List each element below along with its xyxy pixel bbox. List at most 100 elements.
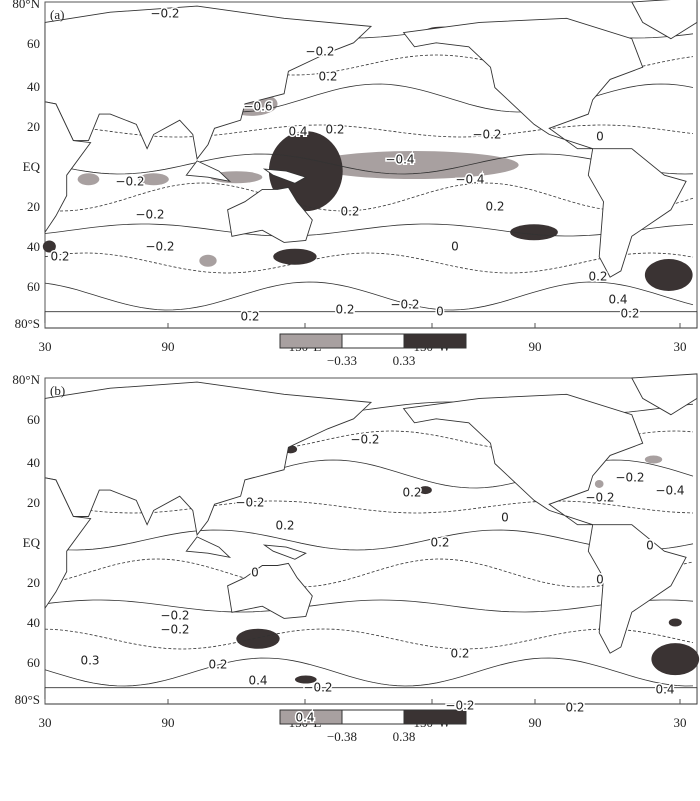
panel-label: (b) (50, 383, 65, 398)
latitude-label: 80°S (15, 692, 40, 707)
contour-label: 0.2 (275, 519, 294, 533)
longitude-label: 30 (39, 715, 52, 730)
continent (44, 477, 92, 610)
contour-label: 0.2 (318, 70, 337, 84)
contour-label: −0.6 (243, 100, 272, 114)
longitude-label: 30 (674, 339, 687, 354)
continent (227, 186, 313, 243)
contour-label: −0.2 (160, 623, 189, 637)
latitude-label: 60 (27, 279, 40, 294)
longitude-label: 90 (162, 339, 175, 354)
contour-label: −0.2 (150, 7, 179, 21)
contour-label: −0.2 (350, 433, 379, 447)
colorbar-label: −0.38 (327, 729, 357, 744)
contour-line (44, 628, 694, 650)
continent (631, 373, 698, 416)
contour-line (44, 529, 694, 551)
contour-label: 0.2 (340, 205, 359, 219)
contour-label: 0.2 (430, 536, 449, 550)
contour-line (44, 153, 694, 175)
contour-line (44, 599, 694, 613)
positive-region (294, 675, 317, 684)
colorbar-positive (403, 709, 467, 725)
contour-line (44, 124, 694, 138)
contour-label: 0 (436, 305, 444, 319)
positive-region (644, 259, 693, 292)
contour-line (44, 182, 694, 212)
negative-region (199, 254, 217, 267)
negative-region (310, 151, 519, 179)
contour-label: 0.2 (325, 123, 344, 137)
negative-region (77, 173, 100, 186)
contour-label: 0.3 (80, 654, 99, 668)
contour-label: 0.4 (608, 293, 627, 307)
positive-region (236, 628, 280, 649)
contour-line (44, 657, 694, 687)
longitude-label: 90 (162, 715, 175, 730)
longitude-label: 90 (529, 339, 542, 354)
contour-label: −0.2 (615, 471, 644, 485)
contour-label: 0.2 (485, 200, 504, 214)
positive-region (510, 224, 558, 241)
latitude-label: 20 (27, 495, 40, 510)
contour-label: 0 (451, 240, 459, 254)
colorbar-label: 0.33 (393, 353, 416, 368)
colorbar-neutral (341, 709, 405, 725)
contour-label: 0.2 (450, 647, 469, 661)
latitude-label: 40 (27, 455, 40, 470)
negative-region (138, 173, 169, 186)
latitude-label: EQ (23, 535, 41, 550)
contour-label: 0.2 (240, 310, 259, 324)
colorbar-neutral (341, 333, 405, 349)
contour-label: 0.2 (620, 307, 639, 321)
contour-label: −0.2 (235, 496, 264, 510)
continent (402, 17, 644, 150)
latitude-label: 60 (27, 412, 40, 427)
contour-label: −0.2 (305, 45, 334, 59)
colorbar-negative (279, 333, 343, 349)
latitude-label: 40 (27, 239, 40, 254)
contour-label: 0 (646, 539, 654, 553)
contour-label: 0.2 (565, 701, 584, 715)
positive-region (42, 240, 56, 253)
continent (44, 101, 92, 234)
contour-label: 0 (596, 573, 604, 587)
continent (227, 562, 313, 619)
continent (402, 393, 644, 526)
negative-region (644, 455, 663, 464)
contour-label: −0.4 (655, 484, 684, 498)
latitude-label: 20 (27, 575, 40, 590)
colorbar-label: −0.33 (327, 353, 357, 368)
contour-line (44, 281, 694, 311)
positive-region (668, 618, 682, 627)
continent (262, 168, 307, 184)
latitude-label: 80°N (12, 0, 40, 11)
longitude-label: 30 (674, 715, 687, 730)
continent (185, 536, 232, 559)
contour-label: 0.2 (50, 250, 69, 264)
contour-line (44, 500, 694, 514)
latitude-label: 80°N (12, 372, 40, 387)
continent (44, 687, 698, 705)
latitude-label: 60 (27, 655, 40, 670)
continent (44, 311, 698, 329)
contour-label: 0.4 (288, 125, 307, 139)
longitude-label: 90 (529, 715, 542, 730)
contour-label: 0.2 (208, 658, 227, 672)
contour-label: 0.2 (402, 486, 421, 500)
contour-label: 0.4 (655, 683, 674, 697)
latitude-label: 80°S (15, 316, 40, 331)
latitude-label: EQ (23, 159, 41, 174)
contour-label: −0.2 (160, 609, 189, 623)
latitude-label: 20 (27, 199, 40, 214)
continent (44, 5, 373, 160)
latitude-label: 40 (27, 79, 40, 94)
contour-line (44, 252, 694, 274)
continent (587, 148, 687, 278)
contour-label: −0.2 (115, 175, 144, 189)
latitude-label: 20 (27, 119, 40, 134)
latitude-label: 40 (27, 615, 40, 630)
contour-label: −0.4 (385, 153, 414, 167)
contour-label: 0.2 (335, 303, 354, 317)
positive-region (651, 643, 700, 676)
